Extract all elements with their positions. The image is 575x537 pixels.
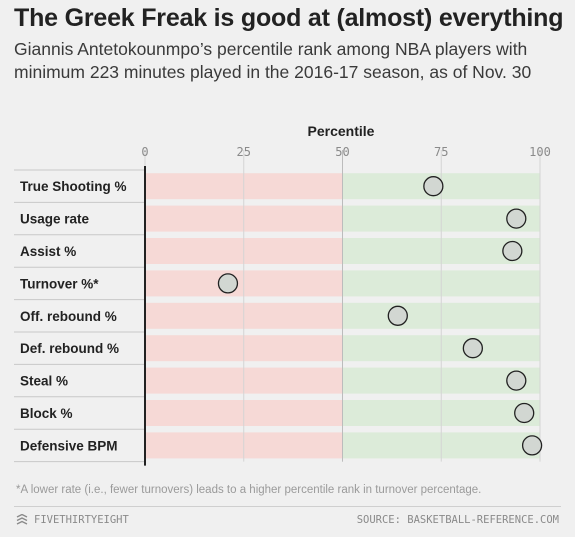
data-point xyxy=(217,273,239,294)
row-label: Off. rebound % xyxy=(20,309,117,324)
fivethirtyeight-logo-icon xyxy=(16,514,28,525)
data-point xyxy=(423,176,444,197)
data-point xyxy=(506,208,527,229)
row-label: Def. rebound % xyxy=(20,341,119,356)
data-point xyxy=(502,240,523,262)
row-label: Usage rate xyxy=(20,212,90,227)
chart-subtitle: Giannis Antetokounmpo’s percentile rank … xyxy=(14,39,532,82)
row-label: Defensive BPM xyxy=(20,438,118,453)
chart-markers xyxy=(217,176,543,456)
tick-label-0: 0 xyxy=(141,145,148,159)
row-label: Turnover %* xyxy=(20,276,99,291)
data-point xyxy=(387,305,408,326)
tick-label-75: 75 xyxy=(434,145,448,159)
chart-grid xyxy=(14,150,541,466)
chart-row-labels: True Shooting % Usage rate Assist % Turnove… xyxy=(20,179,127,453)
data-point xyxy=(462,338,484,359)
brand-name: FIVETHIRTYEIGHT xyxy=(34,514,129,526)
source-credit: SOURCE: BASKETBALL-REFERENCE.COM xyxy=(356,514,559,526)
chart-tick-labels: 0 25 50 75 100 xyxy=(141,145,550,159)
tick-label-25: 25 xyxy=(237,145,251,159)
row-label: Assist % xyxy=(20,244,76,259)
percentile-chart: True Shooting % Usage rate Assist % Turnove… xyxy=(14,123,551,466)
x-axis-label: Percentile xyxy=(308,123,375,139)
data-point xyxy=(506,370,527,391)
row-label: Steal % xyxy=(20,374,68,389)
chart-title: The Greek Freak is good at (almost) ever… xyxy=(14,4,564,32)
data-point xyxy=(514,402,535,424)
tick-label-50: 50 xyxy=(335,145,349,159)
footnote: *A lower rate (i.e., fewer turnovers) le… xyxy=(16,484,482,496)
data-point xyxy=(521,435,543,456)
row-label: True Shooting % xyxy=(20,179,127,194)
brand: FIVETHIRTYEIGHT xyxy=(16,514,129,526)
tick-label-100: 100 xyxy=(529,145,551,159)
row-label: Block % xyxy=(20,406,73,421)
footer-divider xyxy=(14,506,561,507)
